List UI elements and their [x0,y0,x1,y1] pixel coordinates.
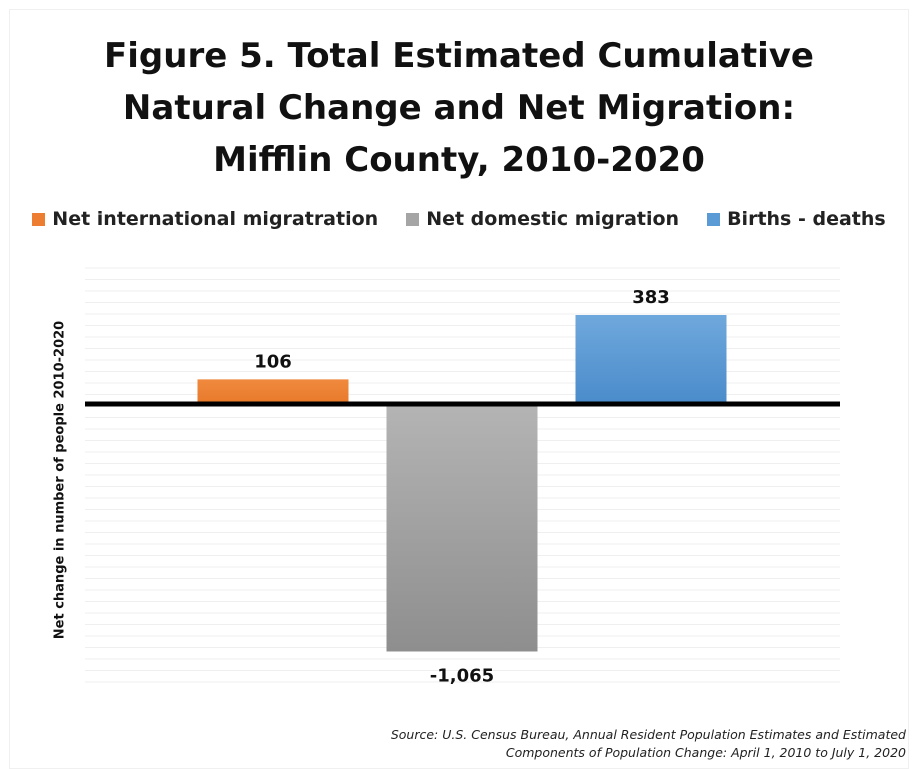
title-line-2: Natural Change and Net Migration: [122,88,796,128]
data-label-3: 383 [632,287,670,308]
data-label-2: -1,065 [430,665,494,686]
title-line-1: Figure 5. Total Estimated Cumulative [104,36,814,76]
chart-title: Figure 5. Total Estimated Cumulative Nat… [0,30,918,186]
legend-swatch-domestic [406,212,420,226]
legend-item-international: Net international migratration [32,208,378,230]
legend: Net international migratration Net domes… [0,208,918,230]
title-line-3: Mifflin County, 2010-2020 [213,140,705,180]
legend-swatch-births-deaths [707,212,721,226]
legend-swatch-international [32,212,46,226]
data-label-1: 106 [254,351,292,372]
bar-3 [575,315,727,404]
legend-label-domestic: Net domestic migration [426,208,680,230]
legend-label-international: Net international migratration [52,208,379,230]
source-line-2: Components of Population Change: April 1… [505,745,906,760]
bar-2 [386,404,538,652]
source-line-1: Source: U.S. Census Bureau, Annual Resid… [390,727,906,742]
legend-label-births-deaths: Births - deaths [727,208,886,230]
legend-item-domestic: Net domestic migration [406,208,679,230]
legend-item-births-deaths: Births - deaths [707,208,886,230]
bar-1 [197,379,349,404]
source-note: Source: U.S. Census Bureau, Annual Resid… [391,726,906,762]
